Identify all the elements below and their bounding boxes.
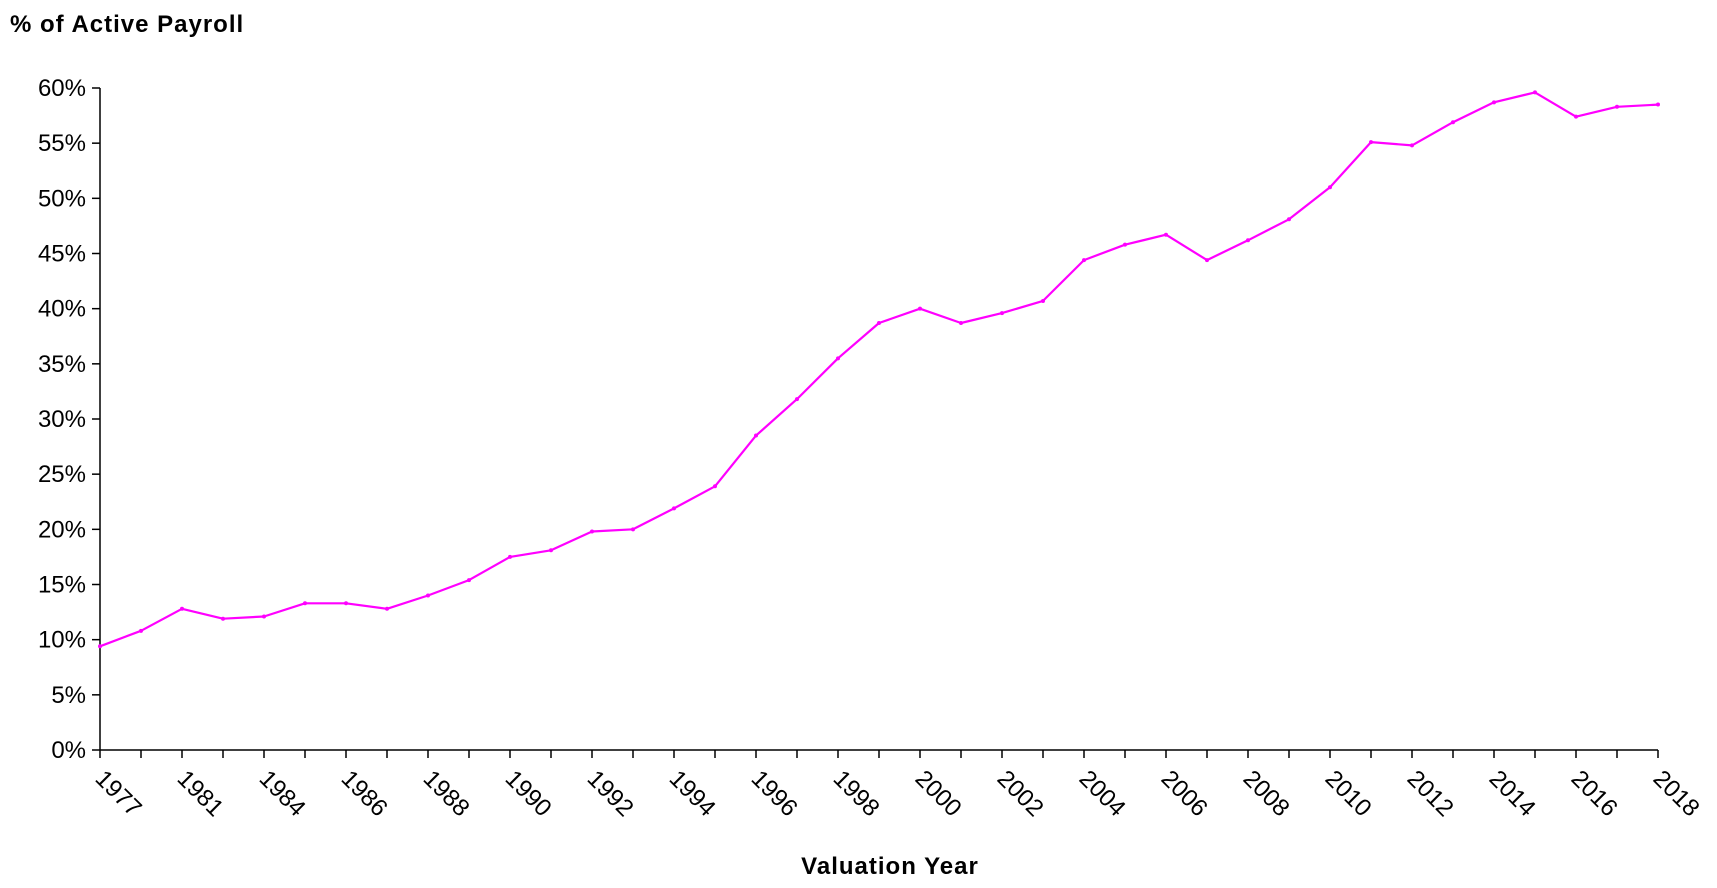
data-point: [467, 578, 471, 583]
series-group: [98, 90, 1660, 649]
y-axis-title: % of Active Payroll: [10, 11, 244, 38]
data-point: [754, 433, 758, 438]
x-tick-label: 2004: [1074, 765, 1131, 822]
data-point: [549, 548, 553, 553]
data-point: [426, 593, 430, 598]
x-tick-label: 1994: [664, 765, 721, 822]
data-point: [180, 606, 184, 611]
data-point: [262, 614, 266, 619]
y-tick-label: 25%: [38, 461, 86, 488]
data-point: [221, 616, 225, 621]
data-point: [1164, 232, 1168, 237]
x-tick-label: 2000: [910, 765, 967, 822]
y-tick-label: 45%: [38, 241, 86, 268]
data-point: [1123, 242, 1127, 247]
x-tick-label: 1990: [500, 765, 557, 822]
data-point: [98, 644, 102, 649]
y-tick-label: 5%: [51, 682, 86, 709]
data-point: [918, 306, 922, 311]
data-point: [1410, 143, 1414, 148]
series-line: [99, 91, 1659, 648]
data-point: [672, 506, 676, 511]
data-point: [713, 484, 717, 489]
x-axis: 1977 1981 1984 1986 1988 1990 1992 1994 1996 1998…: [90, 749, 1705, 822]
x-tick-label: 1986: [336, 765, 393, 822]
x-tick-label: 2002: [992, 765, 1049, 822]
data-point: [344, 601, 348, 606]
data-point: [303, 601, 307, 606]
y-tick-label: 40%: [38, 296, 86, 323]
x-tick-label: 2018: [1648, 765, 1705, 822]
y-tick-label: 30%: [38, 406, 86, 433]
x-tick-label: 2008: [1238, 765, 1295, 822]
y-tick-label: 35%: [38, 351, 86, 378]
y-tick-label: 15%: [38, 572, 86, 599]
data-point: [590, 529, 594, 534]
data-point: [631, 527, 635, 532]
x-tick-label: 1977: [90, 765, 147, 822]
x-tick-label: 1998: [828, 765, 885, 822]
x-tick-label: 1984: [254, 765, 311, 822]
data-point: [1205, 258, 1209, 263]
x-tick-label: 1981: [172, 765, 229, 822]
data-point: [1000, 311, 1004, 316]
data-point: [1615, 104, 1619, 109]
y-tick-label: 0%: [51, 737, 86, 764]
x-tick-label: 2010: [1320, 765, 1377, 822]
data-point: [385, 606, 389, 611]
data-point: [836, 356, 840, 361]
data-point: [1492, 100, 1496, 105]
data-point: [877, 321, 881, 326]
x-tick-label: 1996: [746, 765, 803, 822]
data-point: [1369, 140, 1373, 145]
x-axis-title: Valuation Year: [801, 853, 979, 880]
data-point: [1246, 238, 1250, 243]
data-point: [508, 554, 512, 559]
data-point: [1533, 90, 1537, 95]
data-point: [1041, 298, 1045, 303]
data-point: [959, 321, 963, 326]
x-tick-label: 2006: [1156, 765, 1213, 822]
data-point: [1656, 102, 1660, 107]
x-tick-label: 1988: [418, 765, 475, 822]
data-point: [795, 397, 799, 402]
y-tick-label: 60%: [38, 75, 86, 102]
data-point: [1451, 120, 1455, 125]
data-point: [1082, 258, 1086, 263]
data-point: [1574, 114, 1578, 119]
data-point: [139, 628, 143, 633]
x-tick-label: 1992: [582, 765, 639, 822]
x-tick-label: 2014: [1484, 765, 1541, 822]
y-tick-label: 50%: [38, 185, 86, 212]
data-point: [1287, 217, 1291, 222]
x-tick-label: 2012: [1402, 765, 1459, 822]
x-tick-label: 2016: [1566, 765, 1623, 822]
data-point: [1328, 185, 1332, 190]
y-tick-label: 20%: [38, 516, 86, 543]
y-axis: 0% 5% 10% 15% 20% 25% 30% 35% 40% 45% 50% 55% 60%: [38, 75, 101, 764]
y-tick-label: 10%: [38, 627, 86, 654]
y-tick-label: 55%: [38, 130, 86, 157]
